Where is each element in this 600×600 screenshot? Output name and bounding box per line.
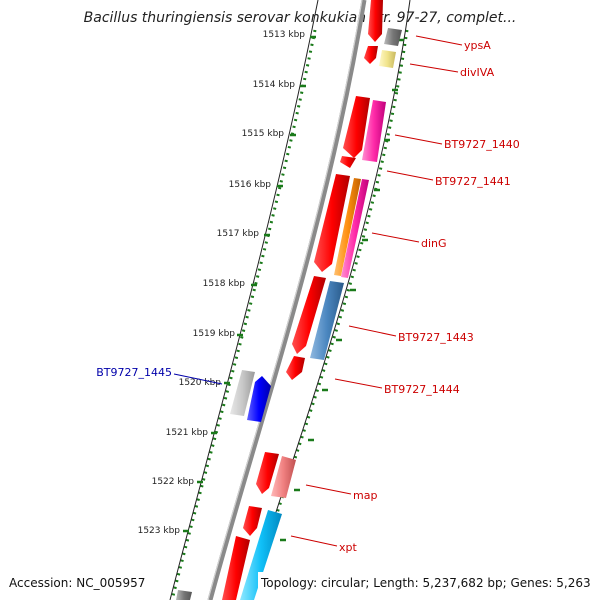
gene-red-dinG[interactable] (314, 174, 350, 272)
connector-1444 (334, 378, 383, 389)
footer-bg-left (6, 572, 166, 592)
map-title: Bacillus thuringiensis serovar konkukian… (84, 10, 517, 26)
gene-salmon-map[interactable] (271, 456, 296, 498)
gene-label-divIVA[interactable]: divIVA (460, 66, 495, 79)
gene-red-3[interactable] (343, 96, 370, 158)
accession-text: Accession: NC_005957 (9, 576, 145, 590)
connector-1445 (173, 373, 223, 385)
topology-text: Topology: circular; Length: 5,237,682 bp… (260, 576, 591, 590)
gene-label-dinG[interactable]: dinG (421, 237, 447, 250)
connector-map (305, 484, 352, 495)
inner-dotted-ring (170, 29, 317, 600)
gene-gray-bottom[interactable] (176, 590, 192, 600)
gene-label-BT9727_1440[interactable]: BT9727_1440 (444, 138, 520, 151)
gene-label-BT9727_1444[interactable]: BT9727_1444 (384, 383, 460, 396)
tick-label: 1523 kbp (138, 526, 181, 536)
gene-orange[interactable] (334, 178, 361, 276)
gene-label-ypsA[interactable]: ypsA (464, 39, 491, 52)
connector-1443 (348, 325, 397, 337)
gene-pink-1440[interactable] (362, 100, 386, 162)
tick-label: 1513 kbp (263, 30, 306, 40)
gene-yellow-divIVA[interactable] (379, 50, 396, 68)
gene-red-map[interactable] (256, 452, 279, 494)
gene-label-map[interactable]: map (353, 489, 377, 502)
connector-ypsA (415, 35, 463, 46)
gene-label-xpt[interactable]: xpt (339, 541, 357, 554)
gene-red-xpt-2[interactable] (222, 536, 250, 600)
footer-bg-right (258, 572, 600, 592)
tick-label: 1520 kbp (179, 378, 222, 388)
gene-red-1444[interactable] (286, 356, 305, 380)
connector-dinG (371, 232, 420, 243)
gene-red-1[interactable] (368, 0, 383, 42)
gene-features (176, 0, 402, 600)
gene-label-BT9727_1441[interactable]: BT9727_1441 (435, 175, 511, 188)
gene-steel-1443[interactable] (310, 281, 344, 360)
tick-label: 1519 kbp (193, 329, 236, 339)
connector-1441 (386, 170, 434, 181)
gene-label-BT9727_1443[interactable]: BT9727_1443 (398, 331, 474, 344)
gene-label-BT9727_1445[interactable]: BT9727_1445 (96, 366, 172, 379)
gene-gray-1[interactable] (384, 28, 402, 46)
tick-label: 1522 kbp (152, 477, 195, 487)
tick-label: 1521 kbp (166, 428, 209, 438)
ticks: 1513 kbp 1514 kbp 1515 kbp 1516 kbp 1517… (138, 30, 316, 584)
inner-strand-border (169, 0, 319, 600)
connector-1440 (394, 134, 443, 145)
gene-red-1443[interactable] (292, 276, 326, 354)
gene-red-xpt-1[interactable] (243, 506, 262, 536)
gene-cyan-xpt[interactable] (240, 510, 282, 600)
connector-xpt (290, 535, 338, 547)
gene-red-2[interactable] (364, 46, 378, 64)
gene-red-small[interactable] (340, 156, 356, 168)
tick-label: 1515 kbp (242, 129, 285, 139)
gene-ltgray-1445[interactable] (230, 370, 255, 416)
genome-backbone-highlight (207, 0, 363, 600)
tick-label: 1517 kbp (217, 229, 260, 239)
gene-blue-1445[interactable] (247, 376, 271, 422)
outer-dotted-ring (248, 29, 409, 600)
genome-backbone (207, 0, 367, 600)
gene-pink-dinG[interactable] (341, 179, 369, 278)
gene-label-group: ypsA divIVA BT9727_1440 BT9727_1441 dinG… (96, 35, 520, 554)
tick-label: 1518 kbp (203, 279, 246, 289)
tick-label: 1514 kbp (253, 80, 296, 90)
tick-label: 1516 kbp (229, 180, 272, 190)
connector-divIVA (409, 63, 459, 73)
